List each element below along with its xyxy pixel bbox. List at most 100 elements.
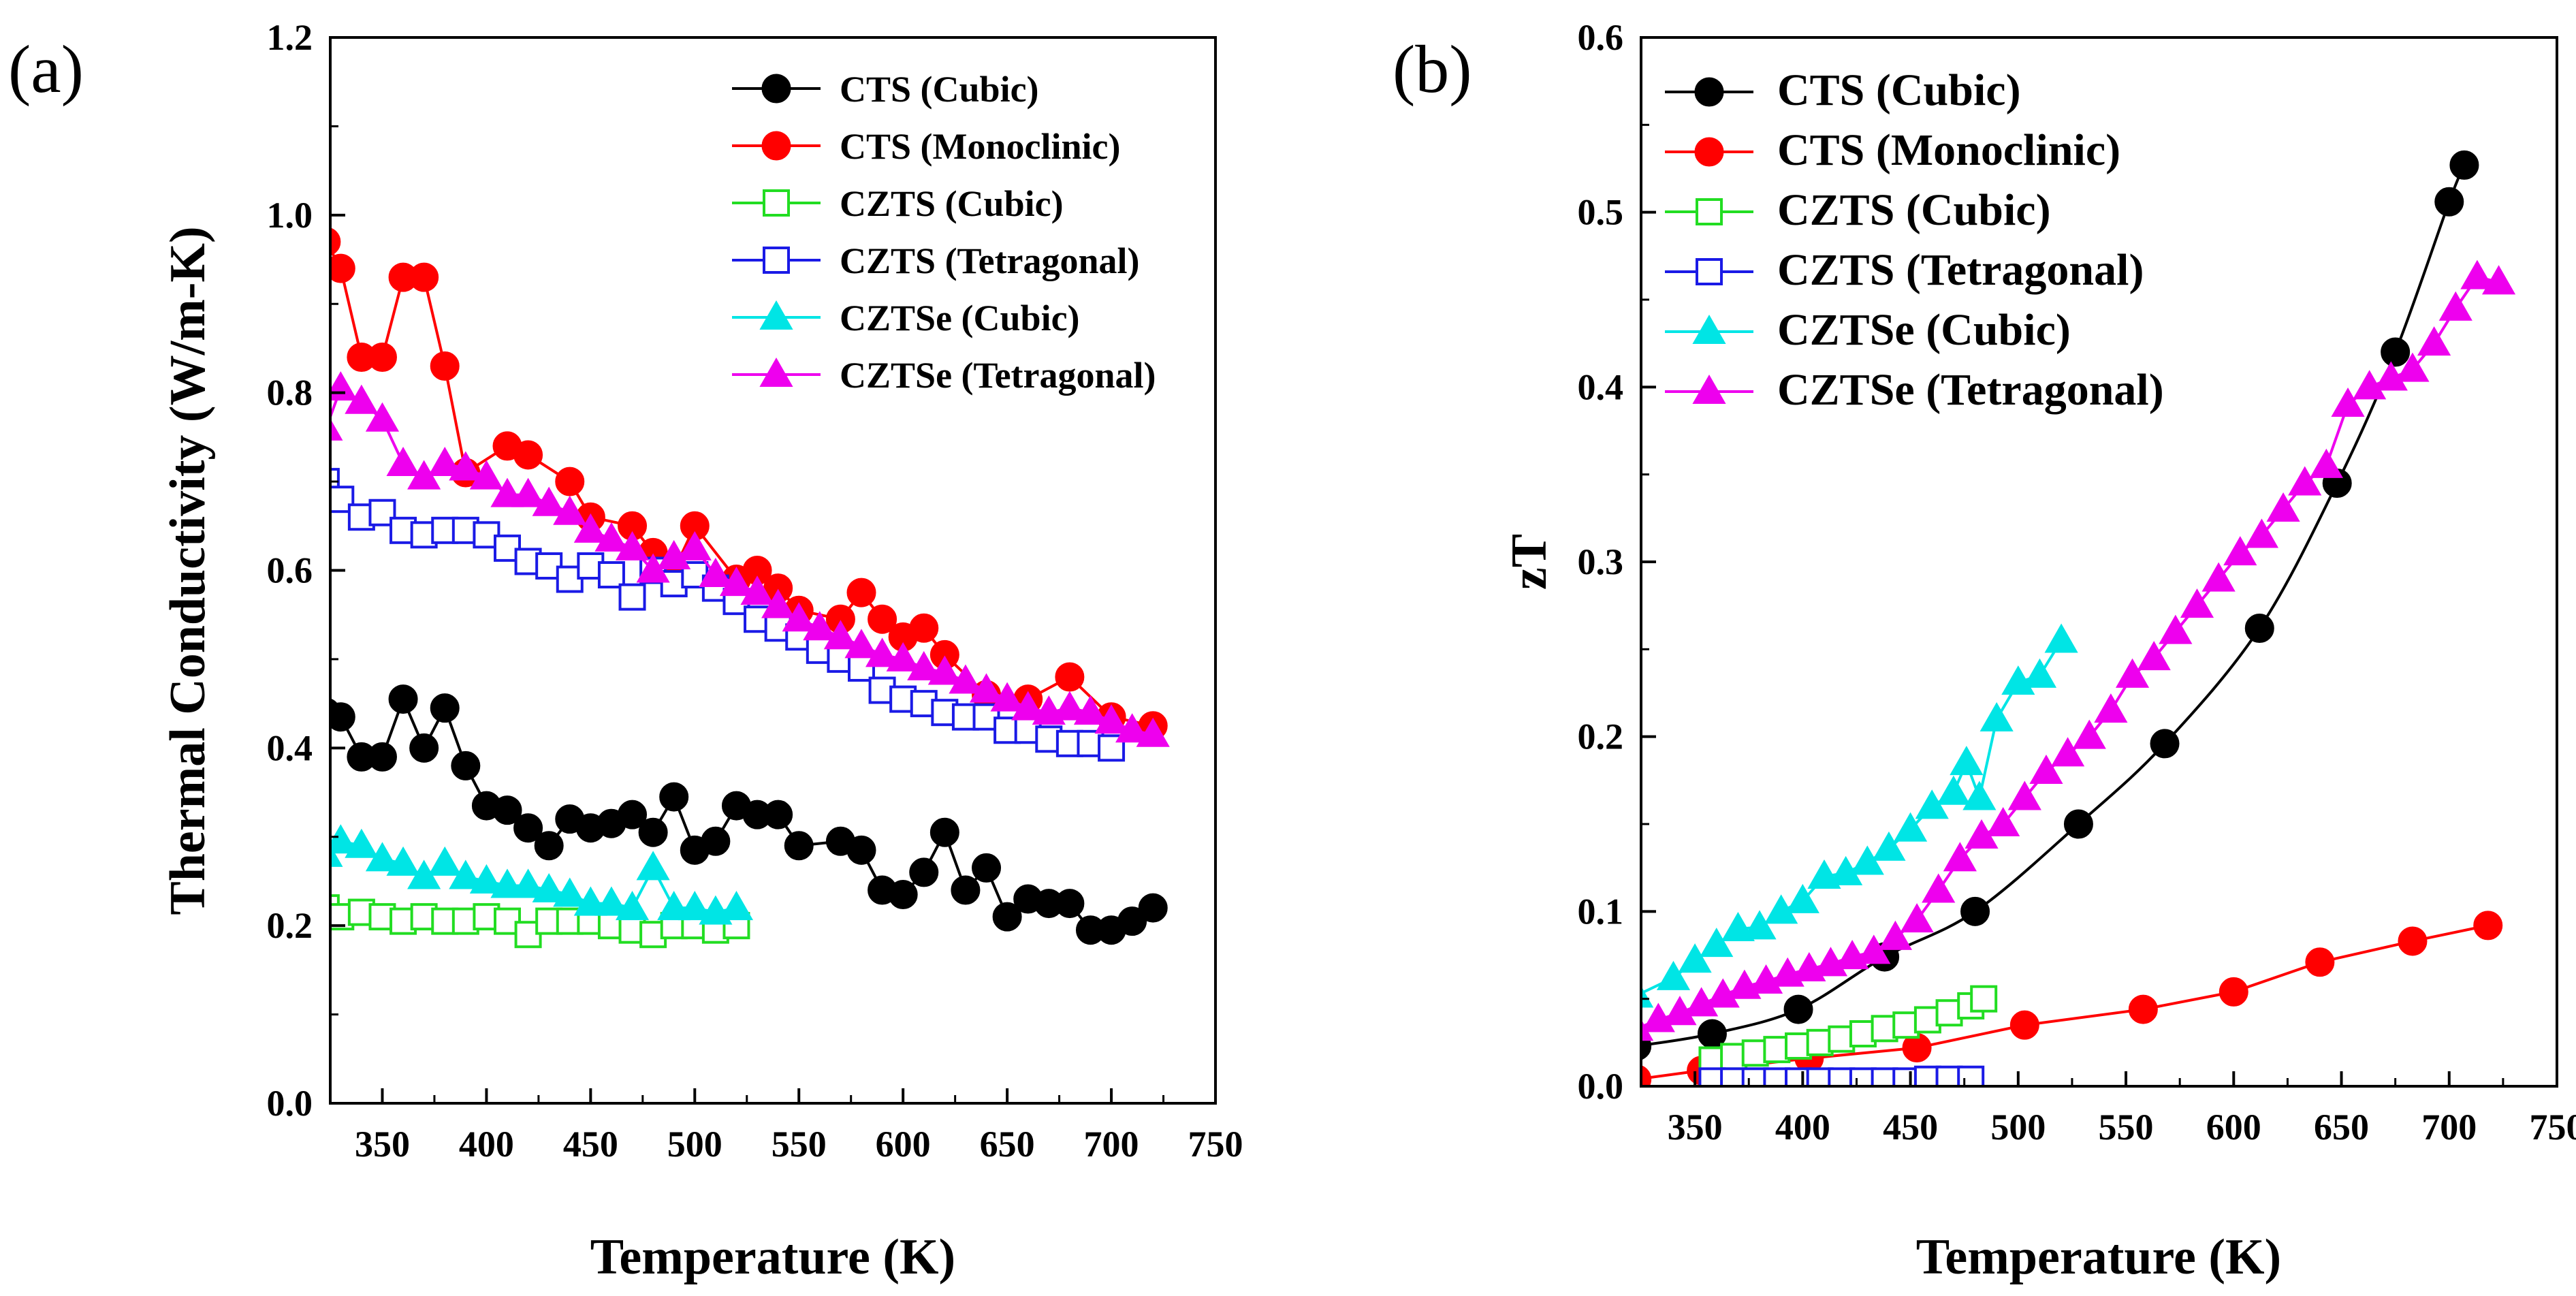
x-tick-label: 500 bbox=[1990, 1107, 2046, 1148]
legend-label: CZTSe (Cubic) bbox=[1777, 305, 2071, 355]
data-point bbox=[2449, 150, 2479, 180]
data-point bbox=[2094, 693, 2128, 723]
data-point bbox=[699, 557, 733, 588]
legend-marker bbox=[761, 131, 791, 161]
data-point bbox=[573, 513, 607, 543]
x-tick-label: 700 bbox=[2421, 1107, 2477, 1148]
data-point bbox=[618, 800, 648, 829]
data-point bbox=[330, 702, 355, 732]
data-point bbox=[490, 868, 524, 898]
data-point bbox=[1943, 842, 1977, 872]
data-point bbox=[846, 578, 876, 607]
x-tick-label: 450 bbox=[1883, 1107, 1938, 1148]
data-point bbox=[763, 800, 793, 829]
series-line bbox=[330, 386, 1154, 736]
data-point bbox=[1878, 920, 1913, 950]
data-point bbox=[330, 253, 355, 283]
data-point bbox=[782, 602, 816, 632]
legend-marker bbox=[1692, 314, 1726, 344]
x-tick-label: 500 bbox=[667, 1124, 722, 1165]
data-point bbox=[449, 859, 483, 889]
data-point bbox=[1055, 889, 1085, 919]
legend-marker bbox=[1696, 258, 1723, 285]
data-point bbox=[2309, 448, 2343, 478]
series-czts-tetragonal bbox=[1698, 1065, 1985, 1086]
data-point bbox=[1783, 994, 1813, 1024]
data-point bbox=[2288, 466, 2322, 496]
data-point bbox=[2128, 994, 2158, 1024]
data-point bbox=[1970, 985, 1998, 1013]
data-point bbox=[2331, 387, 2365, 417]
data-point bbox=[990, 682, 1024, 712]
data-point bbox=[803, 611, 837, 641]
data-point bbox=[449, 451, 483, 481]
y-tick-label: 1.2 bbox=[267, 17, 313, 58]
x-tick-label: 550 bbox=[2099, 1107, 2154, 1148]
data-point bbox=[868, 604, 897, 634]
data-point bbox=[1073, 695, 1108, 725]
x-tick-label: 400 bbox=[459, 1124, 514, 1165]
x-axis-title: Temperature (K) bbox=[1916, 1229, 2281, 1285]
data-point bbox=[638, 817, 668, 847]
y-tick-label: 0.6 bbox=[1578, 17, 1624, 58]
data-point bbox=[1685, 987, 1719, 1017]
data-point bbox=[1011, 691, 1045, 721]
data-point bbox=[386, 446, 420, 476]
data-point bbox=[1136, 717, 1170, 747]
data-point bbox=[969, 673, 1004, 703]
data-point bbox=[553, 877, 587, 907]
legend-label: CTS (Monoclinic) bbox=[840, 126, 1121, 167]
data-point bbox=[2051, 737, 2085, 767]
data-point bbox=[1138, 893, 1168, 923]
series-group bbox=[1641, 150, 2516, 1086]
data-point bbox=[2219, 977, 2248, 1007]
y-tick-label: 0.1 bbox=[1578, 891, 1624, 932]
data-point bbox=[2266, 492, 2300, 522]
data-point bbox=[2434, 187, 2464, 217]
data-point bbox=[345, 828, 379, 858]
data-point bbox=[513, 440, 543, 470]
data-point bbox=[2417, 326, 2451, 356]
series-group bbox=[330, 227, 1170, 949]
data-point bbox=[1986, 806, 2020, 836]
data-point bbox=[1094, 704, 1128, 734]
data-point bbox=[2398, 926, 2428, 956]
legend-label: CTS (Cubic) bbox=[840, 69, 1039, 110]
data-point bbox=[1894, 812, 1928, 842]
data-point bbox=[1678, 943, 1712, 973]
legend-label: CZTS (Cubic) bbox=[840, 183, 1064, 224]
data-point bbox=[784, 831, 814, 861]
data-point bbox=[701, 826, 731, 856]
data-point bbox=[2244, 518, 2279, 548]
data-point bbox=[2137, 641, 2171, 671]
data-point bbox=[659, 782, 689, 812]
series-czts-cubic bbox=[330, 894, 750, 949]
legend-marker bbox=[763, 247, 790, 274]
x-tick-label: 350 bbox=[1668, 1107, 1723, 1148]
series-cts-cubic bbox=[1641, 150, 2479, 1060]
data-point bbox=[992, 902, 1022, 932]
legend-item: CTS (Monoclinic) bbox=[1665, 125, 2120, 175]
legend-item: CTS (Cubic) bbox=[732, 69, 1039, 110]
data-point bbox=[2115, 658, 2150, 688]
legend-label: CZTSe (Tetragonal) bbox=[840, 355, 1156, 396]
data-point bbox=[2438, 291, 2472, 321]
data-point bbox=[1872, 831, 1906, 861]
data-point bbox=[1979, 701, 2014, 731]
data-point bbox=[511, 868, 545, 898]
legend-label: CTS (Monoclinic) bbox=[1777, 125, 2120, 175]
data-point bbox=[2473, 911, 2503, 941]
data-point bbox=[2022, 658, 2057, 688]
data-point bbox=[865, 637, 900, 667]
legend-label: CZTSe (Tetragonal) bbox=[1777, 365, 2164, 415]
legend-label: CZTS (Tetragonal) bbox=[1777, 245, 2144, 295]
data-point bbox=[927, 655, 961, 685]
data-point bbox=[492, 795, 522, 825]
x-tick-label: 600 bbox=[876, 1124, 931, 1165]
data-point bbox=[615, 531, 650, 560]
data-point bbox=[469, 460, 503, 490]
data-point bbox=[534, 831, 564, 861]
data-point bbox=[1721, 911, 1755, 941]
series-cztse-cubic bbox=[1641, 623, 2078, 1008]
